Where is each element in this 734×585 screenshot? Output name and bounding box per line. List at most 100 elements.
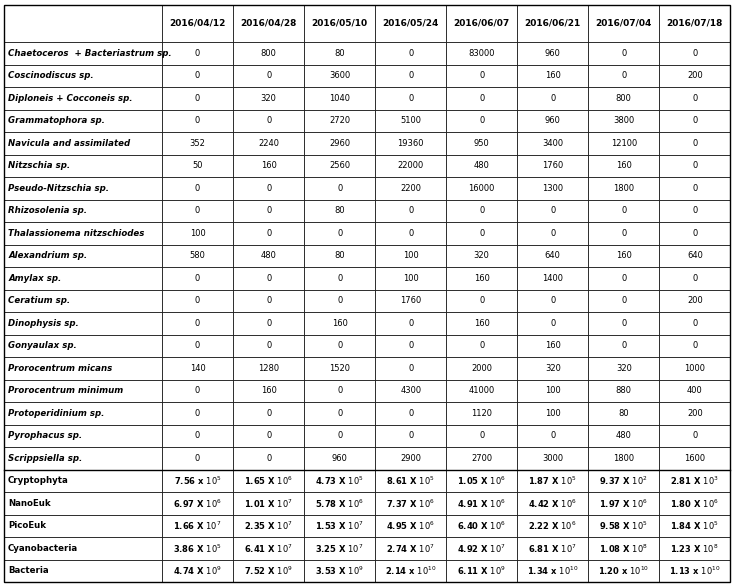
Bar <box>375 65 446 87</box>
Bar <box>233 132 304 154</box>
Bar <box>375 154 446 177</box>
Text: 1.01 X $10^{7}$: 1.01 X $10^{7}$ <box>244 497 293 510</box>
Text: 160: 160 <box>261 161 277 170</box>
Bar <box>162 560 233 582</box>
Text: 2016/04/28: 2016/04/28 <box>241 19 297 28</box>
Text: Cryptophyta: Cryptophyta <box>8 476 69 486</box>
Text: 880: 880 <box>616 386 632 395</box>
Bar <box>517 267 588 290</box>
Bar <box>446 515 517 537</box>
Bar <box>659 425 730 447</box>
Text: 0: 0 <box>266 71 272 81</box>
Text: 4.92 X $10^{7}$: 4.92 X $10^{7}$ <box>457 542 506 555</box>
Text: Diploneis + Cocconeis sp.: Diploneis + Cocconeis sp. <box>8 94 133 103</box>
Bar <box>233 5 304 42</box>
Bar <box>517 87 588 110</box>
Bar <box>659 199 730 222</box>
Text: 0: 0 <box>195 409 200 418</box>
Bar <box>446 87 517 110</box>
Bar <box>4 154 162 177</box>
Text: 9.37 X $10^{2}$: 9.37 X $10^{2}$ <box>600 474 648 487</box>
Bar <box>162 335 233 357</box>
Bar <box>4 290 162 312</box>
Bar <box>4 110 162 132</box>
Bar <box>162 515 233 537</box>
Bar <box>233 290 304 312</box>
Bar <box>446 5 517 42</box>
Bar <box>588 154 659 177</box>
Bar <box>446 537 517 560</box>
Bar <box>446 447 517 470</box>
Bar <box>588 515 659 537</box>
Bar <box>162 537 233 560</box>
Text: 1400: 1400 <box>542 274 563 283</box>
Text: 4.73 X $10^{5}$: 4.73 X $10^{5}$ <box>315 474 364 487</box>
Text: 400: 400 <box>687 386 702 395</box>
Bar <box>446 132 517 154</box>
Bar <box>375 245 446 267</box>
Bar <box>446 65 517 87</box>
Text: 160: 160 <box>545 71 561 81</box>
Bar <box>233 312 304 335</box>
Text: 0: 0 <box>195 94 200 103</box>
Text: 6.40 X $10^{6}$: 6.40 X $10^{6}$ <box>457 519 506 532</box>
Bar <box>4 5 162 42</box>
Bar <box>4 312 162 335</box>
Bar <box>517 154 588 177</box>
Text: 160: 160 <box>616 252 632 260</box>
Bar <box>659 447 730 470</box>
Text: 4.42 X $10^{6}$: 4.42 X $10^{6}$ <box>528 497 577 510</box>
Text: 100: 100 <box>189 229 206 238</box>
Bar <box>517 5 588 42</box>
Text: 0: 0 <box>408 94 413 103</box>
Bar <box>659 65 730 87</box>
Bar <box>233 65 304 87</box>
Text: 1.84 X $10^{5}$: 1.84 X $10^{5}$ <box>670 519 719 532</box>
Text: 0: 0 <box>621 229 626 238</box>
Text: 100: 100 <box>403 252 418 260</box>
Text: 0: 0 <box>195 71 200 81</box>
Bar <box>375 492 446 515</box>
Text: 5100: 5100 <box>400 116 421 125</box>
Text: 1.80 X $10^{6}$: 1.80 X $10^{6}$ <box>670 497 719 510</box>
Text: 1000: 1000 <box>684 364 705 373</box>
Text: 1520: 1520 <box>329 364 350 373</box>
Text: 352: 352 <box>189 139 206 148</box>
Text: Amylax sp.: Amylax sp. <box>8 274 62 283</box>
Bar <box>588 87 659 110</box>
Text: Bacteria: Bacteria <box>8 566 48 575</box>
Bar <box>233 177 304 199</box>
Bar <box>375 380 446 402</box>
Bar <box>446 492 517 515</box>
Bar <box>304 515 375 537</box>
Text: 2016/06/07: 2016/06/07 <box>454 19 510 28</box>
Text: 0: 0 <box>479 207 484 215</box>
Text: 100: 100 <box>403 274 418 283</box>
Text: Thalassionema nitzschiodes: Thalassionema nitzschiodes <box>8 229 145 238</box>
Bar <box>162 110 233 132</box>
Bar <box>517 65 588 87</box>
Text: 2016/05/24: 2016/05/24 <box>382 19 439 28</box>
Text: 19360: 19360 <box>397 139 424 148</box>
Text: Navicula and assimilated: Navicula and assimilated <box>8 139 130 148</box>
Bar <box>304 222 375 245</box>
Bar <box>375 447 446 470</box>
Text: 7.56 x $10^{5}$: 7.56 x $10^{5}$ <box>174 474 222 487</box>
Bar <box>659 357 730 380</box>
Text: 0: 0 <box>692 49 697 58</box>
Text: 0: 0 <box>337 229 342 238</box>
Bar <box>659 154 730 177</box>
Text: Alexandrium sp.: Alexandrium sp. <box>8 252 87 260</box>
Text: 1120: 1120 <box>471 409 493 418</box>
Text: 1800: 1800 <box>613 454 634 463</box>
Text: 0: 0 <box>550 297 556 305</box>
Text: 2720: 2720 <box>329 116 350 125</box>
Bar <box>446 335 517 357</box>
Text: 140: 140 <box>189 364 206 373</box>
Bar <box>659 110 730 132</box>
Bar <box>162 470 233 492</box>
Bar <box>304 290 375 312</box>
Text: 1040: 1040 <box>329 94 350 103</box>
Bar <box>446 470 517 492</box>
Text: 0: 0 <box>266 342 272 350</box>
